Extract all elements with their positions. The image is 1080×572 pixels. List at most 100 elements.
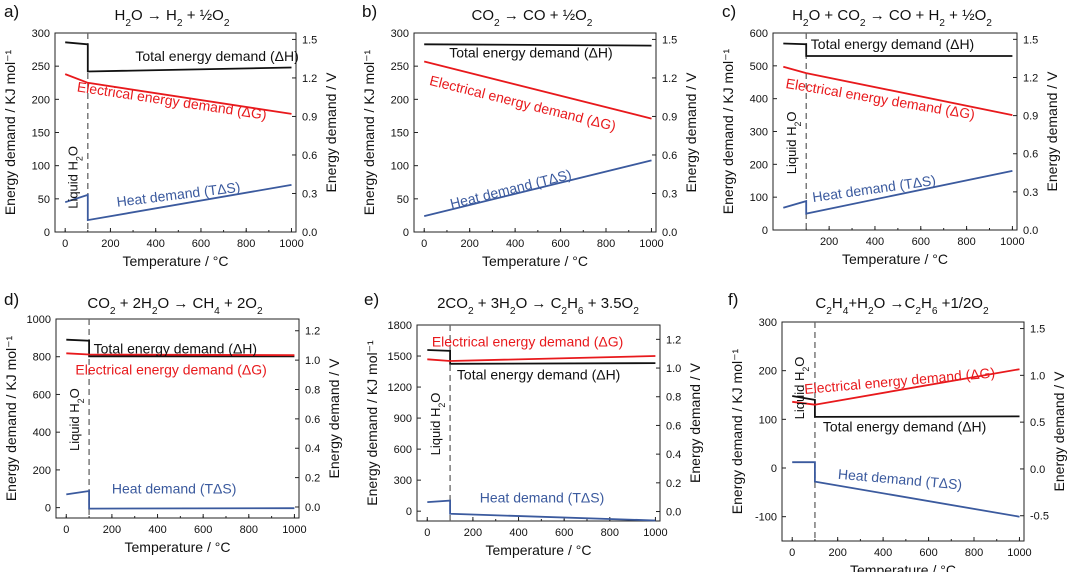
y-axis-title: Energy demand / KJ mol⁻¹ xyxy=(361,49,377,215)
x-tick-label: 1000 xyxy=(282,524,306,536)
y-axis-title: Energy demand / KJ mol⁻¹ xyxy=(720,48,736,214)
y2-tick-label: 1.2 xyxy=(305,326,320,338)
x-tick-label: 600 xyxy=(919,547,937,559)
series-line-black xyxy=(424,43,652,47)
y2-tick-label: 1.5 xyxy=(1030,324,1045,336)
x-axis-title: Temperature / °C xyxy=(850,562,956,572)
y-tick-label: 0 xyxy=(762,225,768,237)
y-axis-title: Energy demand / KJ mol⁻¹ xyxy=(2,49,18,215)
y-tick-label: 900 xyxy=(394,413,412,425)
chart-panel-d: d) CO2 + 2H2O → CH4 + 2O2 0 200 400 600 800 100… xyxy=(3,290,342,555)
y2-tick-label: 0.3 xyxy=(1023,187,1038,199)
y-tick-label: 200 xyxy=(32,94,50,106)
x-tick-label: 200 xyxy=(820,236,838,248)
y2-tick-label: 0.6 xyxy=(305,414,320,426)
liquid-water-label: Liquid H2O xyxy=(428,393,447,456)
y2-tick-label: 0.6 xyxy=(1023,149,1038,161)
series-line-black xyxy=(66,338,295,358)
x-tick-label: 800 xyxy=(237,238,255,250)
x-tick-label: 600 xyxy=(555,527,573,539)
series-line-black xyxy=(792,395,1020,418)
y2-tick-label: 0.4 xyxy=(305,443,320,455)
x-tick-label: 800 xyxy=(601,527,619,539)
x-tick-label: 400 xyxy=(874,547,892,559)
y-tick-label: 500 xyxy=(750,61,768,73)
y2-tick-label: 0.4 xyxy=(666,449,681,461)
y2-axis-title: Energy demand / V xyxy=(1044,71,1060,192)
x-tick-label: 400 xyxy=(148,524,166,536)
x-tick-label: 0 xyxy=(424,527,430,539)
series-annotation: Heat demand (TΔS) xyxy=(448,166,573,212)
x-axis-title: Temperature / °C xyxy=(482,253,588,269)
y-tick-label: 600 xyxy=(750,28,768,40)
y2-tick-label: 0.2 xyxy=(305,473,320,485)
y-tick-label: 400 xyxy=(750,94,768,106)
x-tick-label: 400 xyxy=(506,238,524,250)
x-tick-label: 1000 xyxy=(639,238,663,250)
y2-tick-label: -0.5 xyxy=(1030,511,1049,523)
x-tick-label: 0 xyxy=(63,524,69,536)
series-line-black xyxy=(65,41,292,73)
series-line-red xyxy=(64,73,292,115)
y2-tick-label: 0.6 xyxy=(662,150,677,162)
y2-axis-title: Energy demand / V xyxy=(683,72,699,193)
y-tick-label: -100 xyxy=(755,512,777,524)
x-tick-label: 800 xyxy=(240,524,258,536)
y2-tick-label: 0.0 xyxy=(1023,225,1038,237)
x-tick-label: 0 xyxy=(789,547,795,559)
y2-tick-label: 0.0 xyxy=(302,227,317,239)
x-tick-label: 600 xyxy=(551,238,569,250)
x-tick-label: 200 xyxy=(460,238,478,250)
y-tick-label: 600 xyxy=(394,444,412,456)
x-tick-label: 800 xyxy=(597,238,615,250)
chart-panel-a: a) H2O → H2 + ½O2 0 200 400 600 800 1000 0 50 100 1… xyxy=(2,2,339,269)
x-tick-label: 400 xyxy=(509,527,527,539)
y-tick-label: 400 xyxy=(33,427,51,439)
x-axis-title: Temperature / °C xyxy=(486,542,592,558)
y-tick-label: 200 xyxy=(759,366,777,378)
series-line-black xyxy=(783,42,1013,57)
series-line-red xyxy=(792,368,1020,406)
series-line-red xyxy=(423,60,652,120)
series-annotation: Total energy demand (ΔH) xyxy=(823,419,986,435)
y-tick-label: 250 xyxy=(32,61,50,73)
y2-tick-label: 0.8 xyxy=(305,384,320,396)
y2-tick-label: 1.2 xyxy=(662,73,677,85)
x-tick-label: 800 xyxy=(965,547,983,559)
panel-title: CO2 → CO + ½O2 xyxy=(472,7,593,29)
series-annotation: Heat demand (TΔS) xyxy=(112,480,237,496)
y2-tick-label: 0.5 xyxy=(1030,417,1045,429)
y-tick-label: 0 xyxy=(771,463,777,475)
series-annotation: Electrical energy demand (ΔG) xyxy=(75,362,266,378)
x-tick-label: 200 xyxy=(103,524,121,536)
x-tick-label: 1000 xyxy=(1000,236,1024,248)
series-annotation: Heat demand (TΔS) xyxy=(480,489,605,505)
chart-panel-e: e) 2CO2 + 3H2O → C2H6 + 3.5O2 0 200 400 600 80… xyxy=(364,290,703,558)
series-annotation: Electrical energy demand (ΔG) xyxy=(804,364,996,397)
liquid-water-label: Liquid H2O xyxy=(67,388,86,451)
x-tick-label: 1000 xyxy=(279,238,303,250)
y2-tick-label: 1.2 xyxy=(1023,72,1038,84)
chart-panel-b: b) CO2 → CO + ½O2 0 200 400 600 800 1000 0 50 100 1… xyxy=(361,2,699,269)
y-tick-label: 0 xyxy=(406,506,412,518)
panel-letter: a) xyxy=(4,2,19,21)
panel-letter: f) xyxy=(728,290,738,309)
y2-tick-label: 1.5 xyxy=(302,34,317,46)
y2-tick-label: 1.2 xyxy=(666,334,681,346)
x-tick-label: 600 xyxy=(912,236,930,248)
y2-tick-label: 0.9 xyxy=(662,111,677,123)
y-tick-label: 600 xyxy=(33,389,51,401)
x-axis-title: Temperature / °C xyxy=(125,539,231,555)
x-tick-label: 600 xyxy=(192,238,210,250)
y2-axis-title: Energy demand / V xyxy=(687,362,703,483)
y2-tick-label: 0.3 xyxy=(302,188,317,200)
x-axis-title: Temperature / °C xyxy=(842,251,948,267)
panel-title: H2O → H2 + ½O2 xyxy=(115,7,230,29)
y-tick-label: 1200 xyxy=(388,382,412,394)
plot-frame xyxy=(772,32,1018,231)
panel-title: 2CO2 + 3H2O → C2H6 + 3.5O2 xyxy=(437,295,639,317)
y-tick-label: 200 xyxy=(750,159,768,171)
y-axis-title: Energy demand / KJ mol⁻¹ xyxy=(364,340,380,506)
